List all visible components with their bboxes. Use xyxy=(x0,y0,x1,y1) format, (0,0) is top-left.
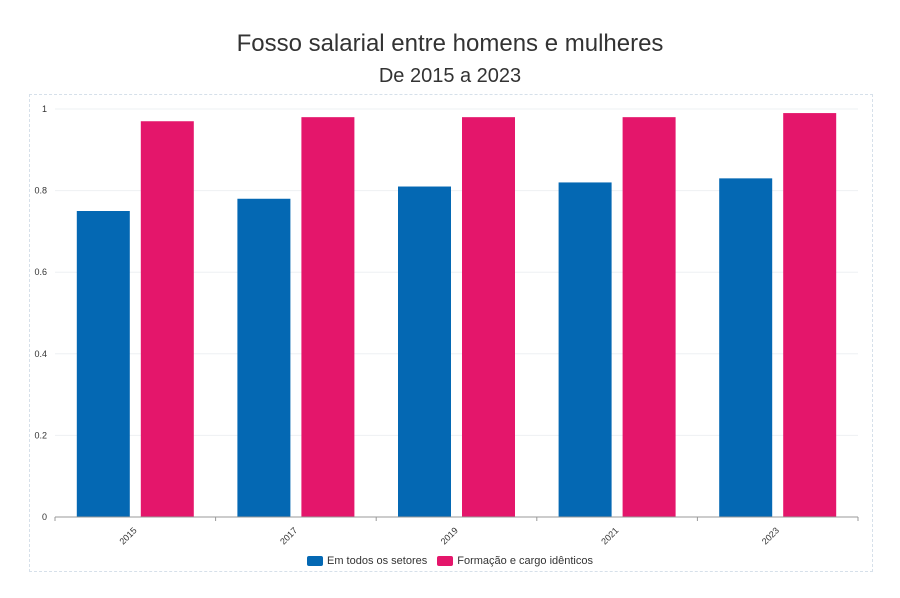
bar xyxy=(140,121,194,518)
bar xyxy=(558,182,612,517)
bars xyxy=(76,113,837,518)
x-tick-label: 2019 xyxy=(439,525,460,546)
y-tick-label: 1 xyxy=(42,104,47,114)
y-tick-label: 0.8 xyxy=(34,186,47,196)
chart-frame xyxy=(29,94,873,572)
bar xyxy=(398,186,451,517)
bar xyxy=(462,117,515,517)
legend-label: Em todos os setores xyxy=(326,555,428,567)
legend: Em todos os setores Formação e cargo idê… xyxy=(0,555,900,567)
y-tick-label: 0.4 xyxy=(34,349,47,359)
legend-label: Formação e cargo idênticos xyxy=(457,555,593,567)
bar xyxy=(76,211,130,517)
chart-title: Fosso salarial entre homens e mulheres xyxy=(236,30,664,57)
y-tick-label: 0.2 xyxy=(34,430,47,440)
chart-subtitle: De 2015 a 2023 xyxy=(378,65,522,87)
x-tick-label: 2015 xyxy=(117,525,138,546)
legend-item-series-1[interactable]: Em todos os setores xyxy=(306,555,428,567)
y-tick-label: 0.6 xyxy=(34,267,47,277)
bar xyxy=(783,113,837,517)
bar xyxy=(301,117,355,517)
x-tick-label: 2017 xyxy=(278,525,299,546)
bar xyxy=(237,198,291,517)
y-tick-label: 0 xyxy=(42,512,47,522)
bar xyxy=(719,178,773,518)
legend-swatch xyxy=(306,556,323,566)
legend-item-series-2[interactable]: Formação e cargo idênticos xyxy=(437,555,593,567)
x-tick-label: 2023 xyxy=(760,525,781,546)
bar xyxy=(622,117,676,517)
x-tick-label: 2021 xyxy=(599,525,620,546)
legend-swatch xyxy=(437,556,454,566)
